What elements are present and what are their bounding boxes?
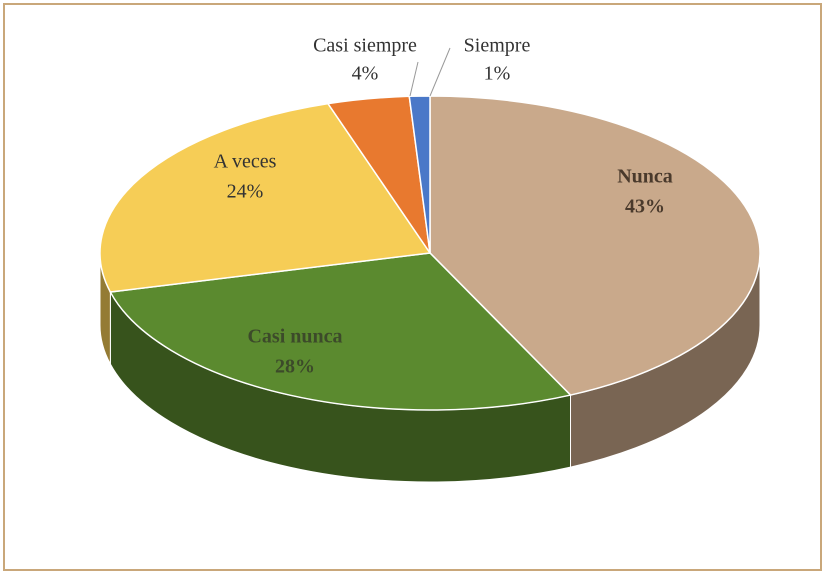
category-label: Siempre [464, 35, 531, 57]
leader-line [429, 47, 451, 97]
slice [109, 252, 572, 411]
category-label: A veces [214, 151, 277, 173]
data-labels: Nunca 43% Casi nunca 28% A veces 24% Casi siem… [214, 35, 673, 378]
value-label: 1% [484, 63, 511, 85]
pie-tops [99, 95, 761, 411]
leader-line [409, 61, 419, 97]
slice [408, 95, 431, 254]
category-label: Casi nunca [247, 326, 342, 348]
value-label: 24% [227, 181, 264, 203]
slice [99, 102, 432, 293]
slice [429, 95, 761, 396]
value-label: 43% [625, 196, 665, 218]
value-label: 28% [275, 356, 315, 378]
category-label: Nunca [617, 166, 673, 188]
value-label: 4% [352, 63, 379, 85]
category-label: Casi siempre [313, 35, 417, 57]
